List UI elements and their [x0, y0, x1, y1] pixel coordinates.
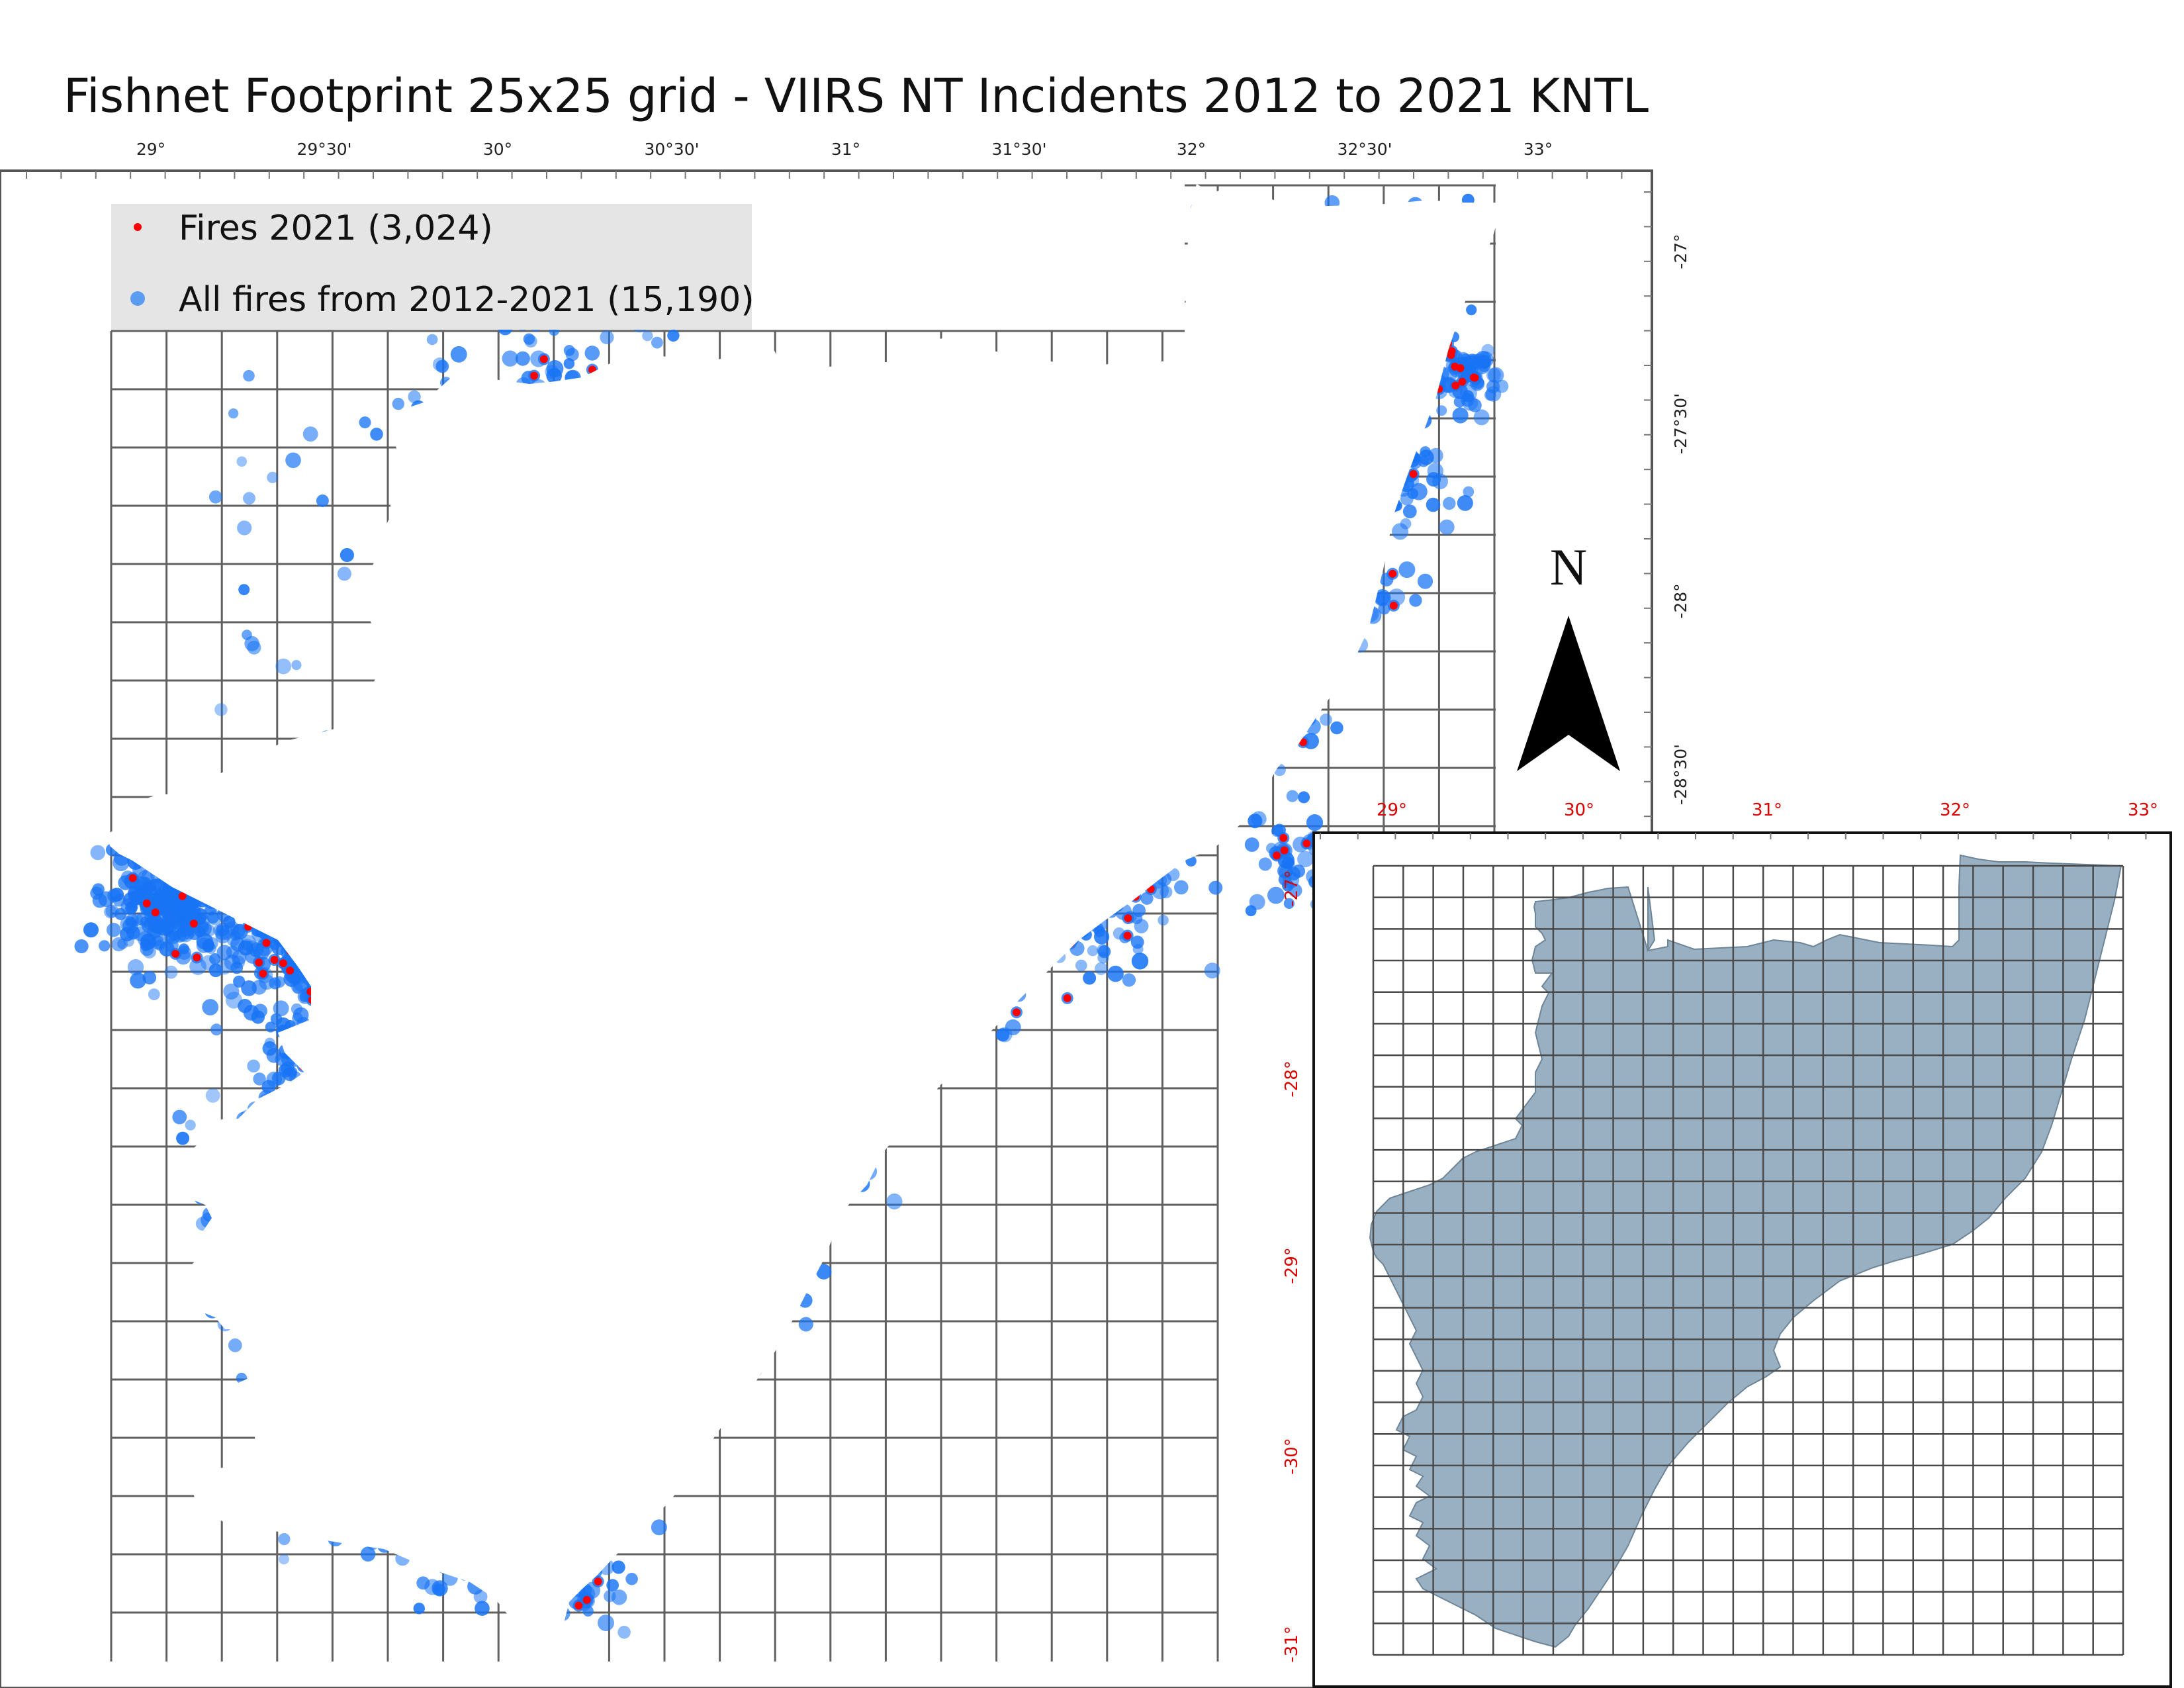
- fire-point: [1426, 497, 1441, 512]
- fire-point: [1378, 602, 1390, 615]
- lon-label: 31°: [831, 140, 860, 159]
- fire-point: [1107, 965, 1124, 982]
- lon-label: 29°: [136, 140, 165, 159]
- fire-point: [886, 1193, 903, 1210]
- fire-point: [1097, 952, 1109, 964]
- fire-point: [584, 346, 600, 361]
- fire-point: [1409, 594, 1422, 607]
- fire-point: [1204, 962, 1220, 979]
- map-title: Fishnet Footprint 25x25 grid - VIIRS NT …: [64, 69, 1649, 123]
- lon-label: 32°: [1177, 140, 1206, 159]
- fire-point: [1407, 488, 1418, 499]
- lat-label: -27°: [1671, 234, 1690, 269]
- fire-point: [995, 1028, 1010, 1042]
- fire-point: [816, 1264, 832, 1280]
- fire-point: [600, 330, 614, 345]
- fire-point: [1417, 573, 1433, 589]
- fire-point: [1093, 925, 1105, 937]
- longitude-labels: 29° 29°30' 30° 30°30' 31° 31°30' 32° 32°…: [136, 140, 1553, 159]
- lon-label: 32°30': [1338, 140, 1392, 159]
- fire-point: [651, 1519, 667, 1536]
- fire-point: [1131, 912, 1143, 925]
- fire-point: [1095, 962, 1108, 976]
- fire-point: [1140, 892, 1154, 905]
- fire-point: [1420, 446, 1431, 457]
- fire-point: [1158, 914, 1169, 926]
- fire-point: [1087, 945, 1099, 957]
- fire-point: [1398, 561, 1416, 579]
- fire-point: [1131, 953, 1149, 970]
- fire-point: [642, 330, 653, 342]
- lat-label: -28°: [1671, 583, 1690, 618]
- fire-point: [1083, 971, 1097, 985]
- lon-label: 30°30': [645, 140, 700, 159]
- fire-point: [1373, 589, 1391, 606]
- fire-point: [435, 359, 449, 373]
- fire-point: [432, 357, 447, 372]
- fire-point: [1005, 1019, 1021, 1035]
- lon-label: 31°30': [992, 140, 1047, 159]
- fire-point: [1208, 880, 1223, 895]
- lat-label: -28°30': [1671, 744, 1690, 805]
- fire-point: [426, 334, 438, 346]
- fire-point: [1130, 935, 1144, 949]
- lat-label: -27°30': [1671, 393, 1690, 454]
- fire-point: [651, 336, 663, 349]
- fire-point: [1122, 973, 1136, 987]
- fire-point: [798, 1317, 813, 1332]
- fire-point: [667, 329, 680, 342]
- lon-label: 29°30': [297, 140, 352, 159]
- fire-point: [1174, 880, 1189, 895]
- lon-label: 30°: [483, 140, 512, 159]
- fire-point: [1075, 959, 1087, 972]
- latitude-labels: -27° -27°30' -28° -28°30': [1671, 234, 1690, 805]
- fire-point: [359, 416, 371, 429]
- fire-point: [450, 346, 467, 363]
- lon-label: 33°: [1524, 140, 1553, 159]
